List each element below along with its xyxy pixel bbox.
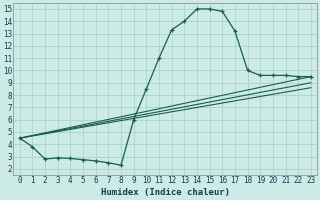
X-axis label: Humidex (Indice chaleur): Humidex (Indice chaleur) [101,188,230,197]
